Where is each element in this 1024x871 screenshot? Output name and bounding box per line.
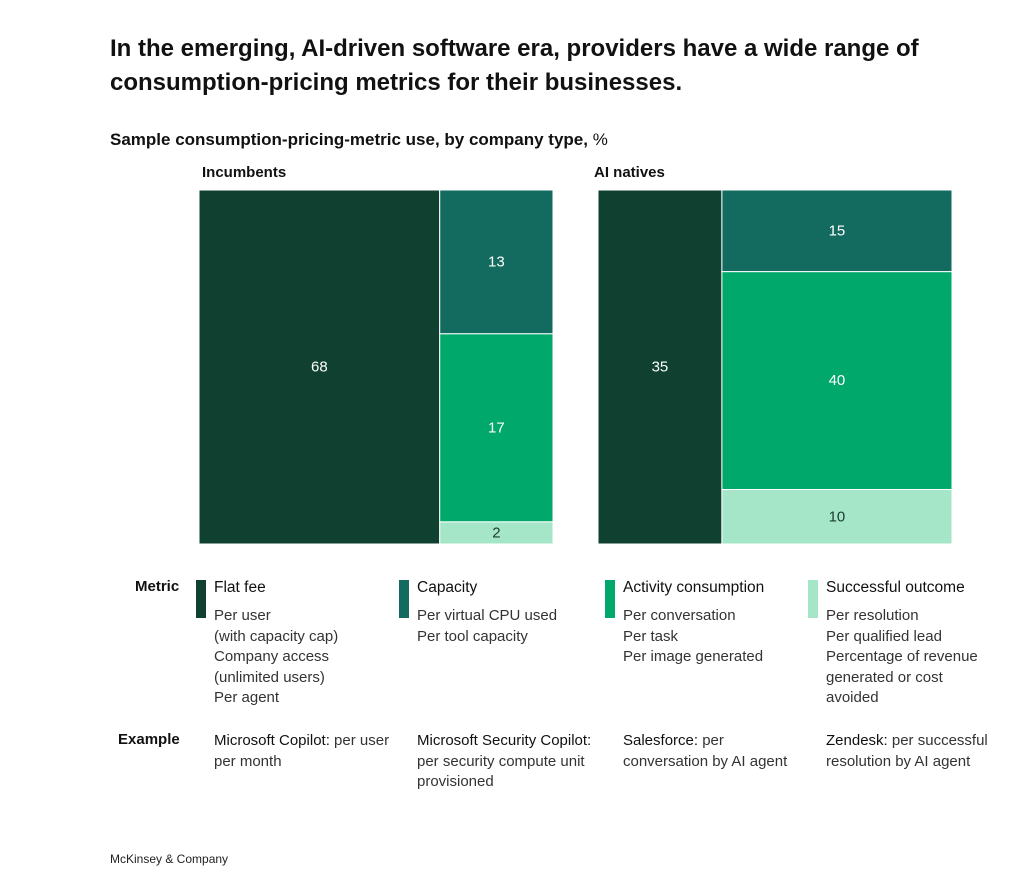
segment-capacity <box>721 189 953 273</box>
example-company: Microsoft Security Copilot: <box>417 732 592 749</box>
legend-items-capacity: Per virtual CPU used Per tool capacity <box>417 606 589 647</box>
footer-source: McKinsey & Company <box>110 852 229 866</box>
legend-item: Per tool capacity <box>417 627 528 645</box>
panel-label-ai-natives: AI natives <box>594 164 665 181</box>
legend-swatch-outcome <box>808 580 818 618</box>
legend-item: Per qualified lead <box>826 627 942 645</box>
subtitle-unit: % <box>592 130 608 149</box>
legend-name-activity: Activity consumption <box>623 579 765 596</box>
segment-successful-outcome <box>439 521 554 545</box>
treemap-ai-natives: 35 15 40 10 <box>597 189 953 545</box>
treemap-incumbents: 68 13 17 2 <box>198 189 554 545</box>
example-company: Zendesk: <box>826 732 888 749</box>
segment-activity-consumption <box>721 271 953 491</box>
panel-label-incumbents: Incumbents <box>202 164 287 181</box>
example-detail: per security compute unit provisioned <box>417 752 585 791</box>
example-company: Microsoft Copilot: <box>214 732 330 749</box>
legend-swatch-activity <box>605 580 615 618</box>
legend-items-outcome: Per resolution Per qualified lead Percen… <box>826 606 998 709</box>
legend-item: Per virtual CPU used <box>417 607 558 624</box>
segment-label-activity-consumption: 17 <box>488 419 505 436</box>
legend-item: (with capacity cap) <box>214 627 339 645</box>
legend-item: (unlimited users) <box>214 668 325 686</box>
legend-item: avoided <box>826 689 879 706</box>
legend-item: Per user <box>214 607 271 624</box>
segment-label-activity-consumption: 40 <box>829 372 846 389</box>
legend-outcome: Successful outcome Per resolution Per qu… <box>808 578 998 709</box>
legend-name-capacity: Capacity <box>417 579 478 596</box>
example-activity: Salesforce: per conversation by AI agent <box>623 731 808 772</box>
chart-subtitle: Sample consumption-pricing-metric use, b… <box>110 130 608 150</box>
segment-label-flat-fee: 35 <box>652 359 669 376</box>
example-detail: per conversation by AI agent <box>623 732 788 770</box>
example-capacity: Microsoft Security Copilot: per security… <box>417 731 602 793</box>
legend-item: Per agent <box>214 689 280 706</box>
legend-item: Company access <box>214 648 330 665</box>
legend-items-flat-fee: Per user (with capacity cap) Company acc… <box>214 606 386 709</box>
legend-items-activity: Per conversation Per task Per image gene… <box>623 606 795 668</box>
legend-activity: Activity consumption Per conversation Pe… <box>605 578 795 668</box>
segment-successful-outcome <box>721 489 953 545</box>
metric-row-label: Metric <box>135 578 180 595</box>
example-detail: per successful resolution by AI agent <box>826 732 988 770</box>
legend-name-outcome: Successful outcome <box>826 579 965 596</box>
segment-flat-fee <box>597 189 723 545</box>
subtitle-text: Sample consumption-pricing-metric use, b… <box>110 130 588 149</box>
segment-label-flat-fee: 68 <box>311 359 328 376</box>
legend-item: Per image generated <box>623 648 764 665</box>
segment-flat-fee <box>198 189 441 545</box>
legend-flat-fee: Flat fee Per user (with capacity cap) Co… <box>196 578 386 709</box>
legend-item: Per task <box>623 627 679 645</box>
segment-label-capacity: 15 <box>829 222 846 239</box>
example-outcome: Zendesk: per successful resolution by AI… <box>826 731 1011 772</box>
legend-name-flat-fee: Flat fee <box>214 579 266 596</box>
legend-item: Per conversation <box>623 607 736 624</box>
chart-title: In the emerging, AI-driven software era,… <box>110 35 919 96</box>
legend-swatch-flat-fee <box>196 580 206 618</box>
example-row-label: Example <box>118 731 180 748</box>
legend-item: Per resolution <box>826 607 919 624</box>
segment-label-successful-outcome: 10 <box>829 508 846 525</box>
legend-item: generated or cost <box>826 668 943 686</box>
example-flat-fee: Microsoft Copilot: per user per month <box>214 731 399 772</box>
example-detail: per user per month <box>214 732 390 770</box>
segment-label-successful-outcome: 2 <box>492 524 500 541</box>
segment-label-capacity: 13 <box>488 253 505 270</box>
legend-swatch-capacity <box>399 580 409 618</box>
example-company: Salesforce: <box>623 732 699 749</box>
legend-capacity: Capacity Per virtual CPU used Per tool c… <box>399 578 589 647</box>
legend-item: Percentage of revenue <box>826 648 978 665</box>
